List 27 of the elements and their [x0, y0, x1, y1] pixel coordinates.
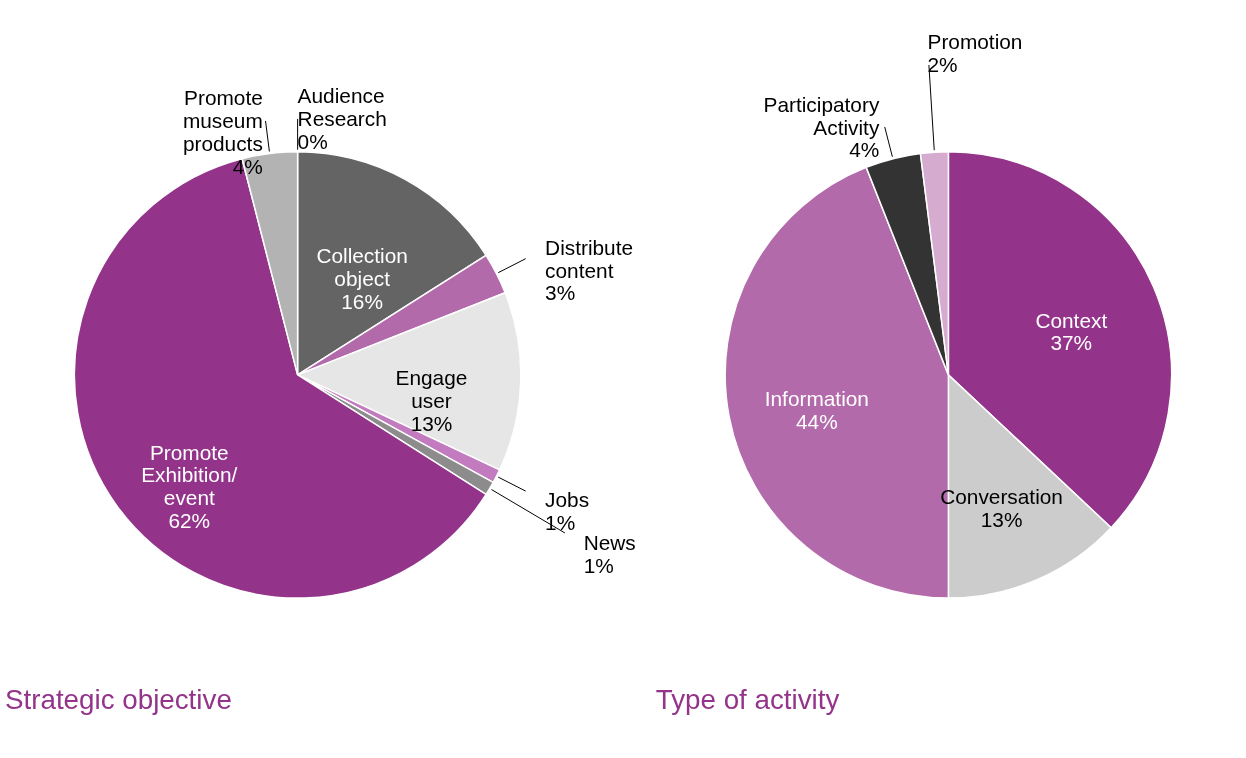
slice-label: News — [583, 531, 636, 555]
slice-label: Jobs — [545, 487, 590, 511]
text: 0% — [297, 129, 328, 153]
text: Type of activity — [655, 684, 840, 716]
slice-label: Promotion — [927, 30, 1023, 54]
slice-label: Participatory Activity — [763, 92, 880, 139]
data-label: 4% — [849, 138, 880, 162]
data-label: 37% — [1050, 331, 1093, 355]
category-label: Audience Research — [297, 84, 387, 130]
data-label: 16% — [341, 290, 383, 314]
data-label: 2% — [927, 52, 958, 76]
slice-label: Promote Exhibition/ event — [141, 440, 238, 510]
data-label: 1% — [583, 553, 614, 577]
data-label: 3% — [545, 281, 576, 305]
data-label: 62% — [168, 509, 211, 533]
data-label: 1% — [545, 510, 576, 534]
data-label: 13% — [410, 411, 453, 435]
slice-label: Engage user — [395, 366, 468, 412]
data-label: 44% — [795, 409, 838, 433]
slice-label: Context — [1035, 308, 1108, 332]
slice-label: Collection object — [316, 244, 408, 291]
slice-label: Conversation — [940, 484, 1063, 508]
slice-label: Promote museum products — [182, 86, 263, 155]
slice-label: Distribute content — [545, 235, 634, 282]
data-label: 13% — [980, 507, 1023, 531]
text: Strategic objective — [4, 684, 232, 716]
slice-label: Information — [764, 386, 869, 410]
